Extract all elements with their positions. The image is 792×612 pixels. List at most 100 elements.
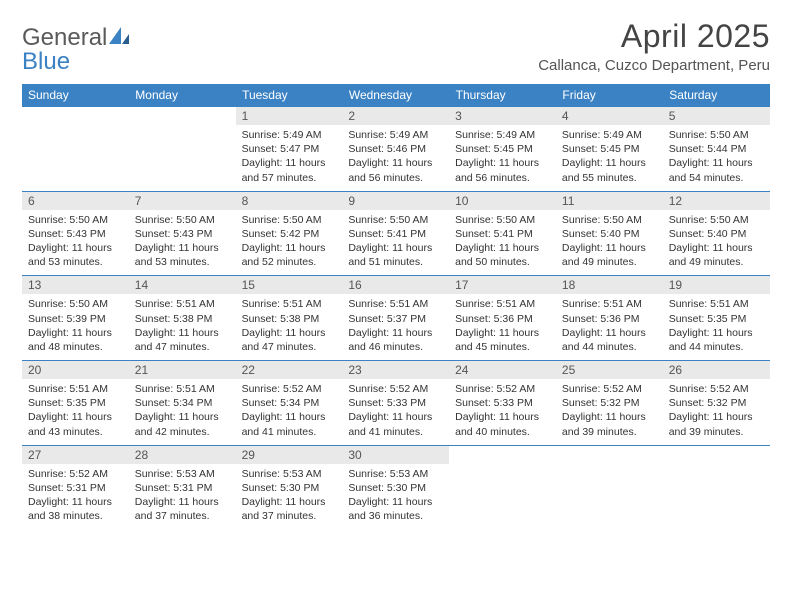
day-info-cell: Sunrise: 5:50 AMSunset: 5:41 PMDaylight:… (342, 210, 449, 276)
daylight-line: Daylight: 11 hours and 43 minutes. (28, 411, 112, 437)
sunset-line: Sunset: 5:45 PM (562, 143, 640, 155)
daylight-line: Daylight: 11 hours and 36 minutes. (348, 496, 432, 522)
day-info-cell: Sunrise: 5:50 AMSunset: 5:43 PMDaylight:… (22, 210, 129, 276)
brand-logo: GeneralBlue (22, 26, 129, 74)
day-info-cell: Sunrise: 5:53 AMSunset: 5:31 PMDaylight:… (129, 464, 236, 530)
sunset-line: Sunset: 5:34 PM (135, 397, 213, 409)
daylight-line: Daylight: 11 hours and 37 minutes. (135, 496, 219, 522)
day-info-cell: Sunrise: 5:52 AMSunset: 5:32 PMDaylight:… (556, 379, 663, 445)
daylight-line: Daylight: 11 hours and 40 minutes. (455, 411, 539, 437)
day-number-cell: 29 (236, 445, 343, 464)
day-number-cell: 3 (449, 107, 556, 126)
sunrise-line: Sunrise: 5:50 AM (135, 214, 215, 226)
day-info-cell: Sunrise: 5:52 AMSunset: 5:33 PMDaylight:… (342, 379, 449, 445)
sunrise-line: Sunrise: 5:50 AM (669, 129, 749, 141)
daylight-line: Daylight: 11 hours and 49 minutes. (669, 242, 753, 268)
day-info-cell: Sunrise: 5:51 AM Sunset: 5:38 PM Daylight:… (129, 294, 236, 360)
sunset-line: Sunset: 5:41 PM (348, 228, 426, 240)
sunset-line: Sunset: 5:38 PM (135, 313, 213, 325)
sunset-line: Sunset: 5:32 PM (669, 397, 747, 409)
sunrise-line: Sunrise: 5:50 AM (562, 214, 642, 226)
sunset-line: Sunset: 5:37 PM (348, 313, 426, 325)
day-info-cell: Sunrise: 5:50 AMSunset: 5:41 PMDaylight:… (449, 210, 556, 276)
sunset-line: Sunset: 5:34 PM (242, 397, 320, 409)
daylight-line: Daylight: 11 hours and 54 minutes. (669, 157, 753, 183)
daylight-line: Daylight: 11 hours and 48 minutes. (28, 327, 112, 353)
day-info-row: Sunrise: 5:52 AMSunset: 5:31 PMDaylight:… (22, 464, 770, 530)
title-block: April 2025 Callanca, Cuzco Department, P… (538, 18, 770, 74)
day-info-cell: Sunrise: 5:52 AMSunset: 5:34 PMDaylight:… (236, 379, 343, 445)
sunset-line: Sunset: 5:36 PM (455, 313, 533, 325)
daylight-line: Daylight: 11 hours and 55 minutes. (562, 157, 646, 183)
sunrise-line: Sunrise: 5:51 AM (242, 298, 322, 310)
sunrise-line: Sunrise: 5:52 AM (669, 383, 749, 395)
day-number-cell: 25 (556, 361, 663, 380)
sunrise-line: Sunrise: 5:50 AM (455, 214, 535, 226)
sunset-line: Sunset: 5:30 PM (242, 482, 320, 494)
day-number-cell: 2 (342, 107, 449, 126)
sunset-line: Sunset: 5:45 PM (455, 143, 533, 155)
day-info-cell: Sunrise: 5:51 AMSunset: 5:36 PMDaylight:… (449, 294, 556, 360)
day-info-cell: Sunrise: 5:51 AMSunset: 5:35 PMDaylight:… (22, 379, 129, 445)
sunset-line: Sunset: 5:42 PM (242, 228, 320, 240)
day-number-cell: 23 (342, 361, 449, 380)
weekday-header: Thursday (449, 84, 556, 107)
day-number-cell: 1 (236, 107, 343, 126)
daylight-line: Daylight: 11 hours and 39 minutes. (669, 411, 753, 437)
day-info-row: Sunrise: 5:51 AMSunset: 5:35 PMDaylight:… (22, 379, 770, 445)
sunrise-line: Sunrise: 5:53 AM (242, 468, 322, 480)
daylight-line: Daylight: 11 hours and 52 minutes. (242, 242, 326, 268)
day-number-cell: 13 (22, 276, 129, 295)
day-info-cell: Sunrise: 5:49 AMSunset: 5:45 PMDaylight:… (449, 125, 556, 191)
day-info-cell: Sunrise: 5:53 AMSunset: 5:30 PMDaylight:… (342, 464, 449, 530)
sunset-line: Sunset: 5:31 PM (28, 482, 106, 494)
weekday-header: Saturday (663, 84, 770, 107)
daylight-line: Daylight: 11 hours and 41 minutes. (242, 411, 326, 437)
sunrise-line: Sunrise: 5:49 AM (348, 129, 428, 141)
day-info-cell: Sunrise: 5:49 AM Sunset: 5:45 PM Daylight:… (556, 125, 663, 191)
day-info-cell (449, 464, 556, 530)
sunrise-line: Sunrise: 5:50 AM (348, 214, 428, 226)
sunrise-line: Sunrise: 5:50 AM (242, 214, 322, 226)
day-number-cell: 30 (342, 445, 449, 464)
day-number-cell: 17 (449, 276, 556, 295)
sunset-line: Sunset: 5:30 PM (348, 482, 426, 494)
day-number-cell: 26 (663, 361, 770, 380)
calendar-table: SundayMondayTuesdayWednesdayThursdayFrid… (22, 84, 770, 529)
day-number-cell: 20 (22, 361, 129, 380)
day-number-cell: 14 (129, 276, 236, 295)
sunset-line: Sunset: 5:41 PM (455, 228, 533, 240)
sunset-line: Sunset: 5:39 PM (28, 313, 106, 325)
daylight-line: Daylight: 11 hours and 41 minutes. (348, 411, 432, 437)
sunrise-line: Sunrise: 5:50 AM (28, 214, 108, 226)
sunrise-line: Sunrise: 5:51 AM (135, 298, 215, 310)
sunset-line: Sunset: 5:33 PM (455, 397, 533, 409)
sunset-line: Sunset: 5:43 PM (135, 228, 213, 240)
daylight-line: Daylight: 11 hours and 46 minutes. (348, 327, 432, 353)
day-number-cell: 12 (663, 191, 770, 210)
sunrise-line: Sunrise: 5:49 AM (562, 129, 642, 141)
day-info-cell: Sunrise: 5:52 AMSunset: 5:31 PMDaylight:… (22, 464, 129, 530)
sunset-line: Sunset: 5:46 PM (348, 143, 426, 155)
daylight-line: Daylight: 11 hours and 56 minutes. (348, 157, 432, 183)
daylight-line: Daylight: 11 hours and 39 minutes. (562, 411, 646, 437)
day-number-cell: 7 (129, 191, 236, 210)
day-number-cell: 18 (556, 276, 663, 295)
weekday-header: Sunday (22, 84, 129, 107)
daylight-line: Daylight: 11 hours and 37 minutes. (242, 496, 326, 522)
day-number-cell: 6 (22, 191, 129, 210)
sunset-line: Sunset: 5:43 PM (28, 228, 106, 240)
day-info-cell: Sunrise: 5:49 AM Sunset: 5:46 PM Daylight:… (342, 125, 449, 191)
brand-part2: Blue (22, 48, 70, 75)
day-number-cell: 4 (556, 107, 663, 126)
day-number-row: 27282930 (22, 445, 770, 464)
sunrise-line: Sunrise: 5:50 AM (28, 298, 108, 310)
location-text: Callanca, Cuzco Department, Peru (538, 57, 770, 74)
day-info-cell: Sunrise: 5:50 AMSunset: 5:43 PMDaylight:… (129, 210, 236, 276)
day-number-cell: 10 (449, 191, 556, 210)
daylight-line: Daylight: 11 hours and 47 minutes. (135, 327, 219, 353)
sunset-line: Sunset: 5:35 PM (669, 313, 747, 325)
sunrise-line: Sunrise: 5:49 AM (242, 129, 322, 141)
day-info-cell: Sunrise: 5:49 AMSunset: 5:47 PMDaylight:… (236, 125, 343, 191)
daylight-line: Daylight: 11 hours and 56 minutes. (455, 157, 539, 183)
